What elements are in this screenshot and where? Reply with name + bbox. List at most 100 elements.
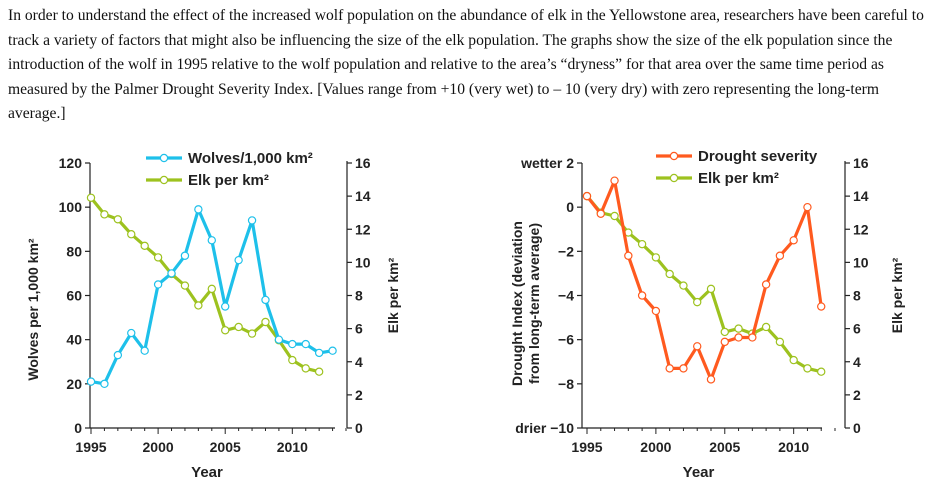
chart1-right-tick-label: 4 — [355, 354, 363, 370]
chart2-data-point — [637, 291, 647, 300]
chart1-data-point — [180, 281, 190, 290]
chart1-data-point — [274, 335, 284, 344]
chart1-right-tick-label: 16 — [355, 155, 371, 171]
chart2-data-point — [734, 333, 743, 342]
chart1-data-point — [113, 215, 123, 224]
chart1-right-tick-label: 6 — [355, 321, 363, 337]
chart1-x-tick-label: 2000 — [143, 439, 174, 455]
chart1-data-point — [127, 230, 136, 239]
chart2-data-point — [582, 191, 592, 201]
chart2-left-tick-label: −8 — [558, 376, 574, 392]
chart2-left-tick-label: −6 — [558, 332, 574, 348]
chart2-data-point — [596, 209, 605, 218]
chart1-data-point — [301, 339, 310, 349]
chart1-left-tick-label: 40 — [66, 332, 82, 348]
chart2-right-tick-label: 16 — [853, 155, 869, 171]
chart1-right-axis-title: Elk per km² — [385, 257, 401, 333]
chart2-data-point — [817, 367, 826, 376]
chart1-data-point — [288, 339, 297, 349]
chart2-right-axis-title: Elk per km² — [889, 257, 905, 333]
chart2-data-point — [693, 297, 702, 307]
chart1-data-point — [261, 317, 270, 327]
chart2-data-point — [789, 355, 798, 365]
chart2-data-point — [651, 253, 661, 262]
chart2-data-point — [720, 327, 729, 337]
chart1-data-point — [207, 236, 216, 245]
chart1-right-tick-label: 12 — [355, 221, 371, 237]
chart1-legend-marker — [159, 175, 169, 185]
chart1-right-tick-label: 2 — [355, 387, 363, 403]
chart2-data-point — [803, 364, 812, 373]
chart1-data-point — [221, 302, 230, 311]
chart1-x-tick-label: 1995 — [75, 439, 106, 455]
intro-paragraph: In order to understand the effect of the… — [8, 7, 924, 122]
chart1-data-point — [314, 348, 324, 358]
chart2-right-tick-label: 4 — [853, 354, 861, 370]
chart2-x-axis-title: Year — [683, 464, 715, 481]
chart2-data-point — [720, 337, 729, 347]
chart2-x-tick-label: 2005 — [709, 439, 740, 455]
chart2-x-tick-label: 2010 — [778, 439, 809, 455]
chart1-data-point — [234, 322, 243, 332]
chart2-data-point — [761, 280, 771, 289]
chart2-data-point — [610, 211, 619, 221]
chart1-left-tick-label: 60 — [66, 288, 82, 304]
chart2-data-point — [706, 284, 716, 294]
chart1-data-point — [194, 301, 203, 310]
chart1-x-tick-label: 2010 — [277, 439, 308, 455]
chart2-data-point — [748, 333, 757, 342]
chart1-left-tick-label: 20 — [66, 376, 82, 392]
chart1-data-point — [100, 379, 109, 389]
chart1-left-axis-title: Wolves per 1,000 km² — [25, 238, 41, 380]
chart2-right-tick-label: 8 — [853, 288, 861, 304]
chart2-data-point — [706, 375, 716, 384]
chart1-left-tick-label: 0 — [74, 420, 82, 436]
chart1-right-tick-label: 10 — [355, 254, 371, 270]
chart2-right-tick-label: 12 — [853, 221, 869, 237]
chart2-right-tick-label: 10 — [853, 254, 869, 270]
chart2-data-point — [665, 364, 674, 373]
chart1-left-tick-label: 80 — [66, 243, 82, 259]
chart2-left-tick-label: −4 — [558, 288, 574, 304]
chart1-series-line-1 — [90, 207, 333, 386]
chart1-legend-label: Elk per km² — [188, 172, 269, 189]
chart2-data-point — [775, 251, 785, 260]
chart2-data-point — [803, 202, 812, 212]
chart1-left-tick-label: 120 — [59, 155, 83, 171]
chart1-data-point — [261, 295, 270, 305]
chart2-x-tick-label: 2000 — [640, 439, 671, 455]
chart2-right-tick-label: 2 — [853, 387, 861, 403]
chart2-right-tick-label: 14 — [853, 188, 869, 204]
chart1-data-point — [86, 377, 96, 386]
chart2-left-axis-title-line2: from long-term average) — [526, 223, 542, 384]
chart2-data-point — [693, 342, 702, 351]
chart2-x-tick-label: 1995 — [571, 439, 602, 455]
chart2-left-tick-label: drier −10 — [515, 420, 574, 436]
chart1-data-point — [140, 241, 149, 251]
chart1-data-point — [221, 326, 230, 335]
chart2-data-point — [651, 306, 661, 316]
chart2-left-tick-label: 0 — [566, 199, 574, 215]
chart2-legend-marker — [669, 173, 679, 183]
chart1-data-point — [234, 255, 243, 265]
chart1-data-point — [247, 216, 257, 225]
chart2-data-point — [817, 302, 826, 311]
chart2-legend-marker — [669, 151, 679, 161]
chart2-data-point — [665, 269, 674, 279]
chart1-legend-marker — [159, 153, 169, 163]
chart2-data-point — [624, 251, 633, 260]
chart2-data-point — [679, 281, 688, 290]
chart1-data-point — [301, 364, 310, 373]
chart2-data-point — [761, 322, 771, 332]
chart1-right-tick-label: 14 — [355, 188, 371, 204]
chart2-left-tick-label: wetter 2 — [520, 155, 574, 171]
chart2-data-point — [637, 239, 647, 249]
chart2-right-tick-label: 0 — [853, 420, 861, 436]
chart1-data-point — [288, 355, 297, 365]
chart2-left-axis-title-line1: Drought Index (deviation — [509, 221, 525, 386]
chart1-data-point — [167, 269, 176, 278]
chart1-data-point — [153, 253, 163, 262]
chart1-data-point — [247, 329, 257, 338]
chart1-left-tick-label: 100 — [59, 199, 83, 215]
